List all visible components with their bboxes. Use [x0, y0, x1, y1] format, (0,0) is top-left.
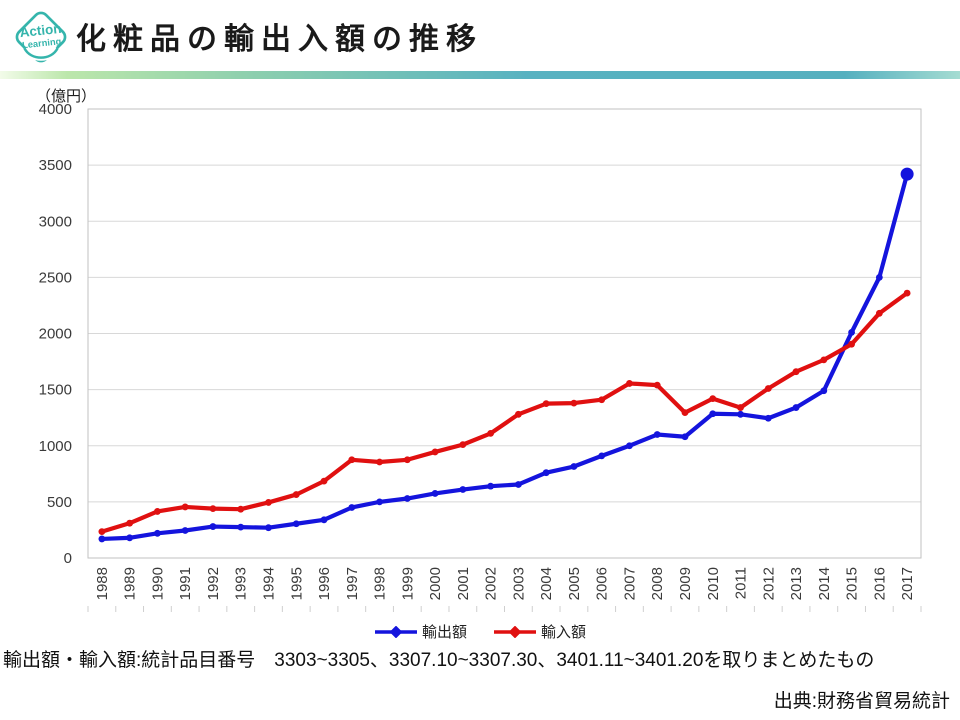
y-axis-unit-label: （億円）	[36, 88, 97, 105]
svg-text:0: 0	[64, 550, 72, 567]
page-title: 化粧品の輸出入額の推移	[76, 23, 483, 56]
svg-text:2000: 2000	[39, 326, 72, 343]
svg-text:2013: 2013	[788, 567, 805, 600]
svg-text:2003: 2003	[510, 567, 527, 600]
svg-text:2000: 2000	[427, 567, 444, 600]
svg-text:2009: 2009	[677, 567, 694, 600]
svg-text:2015: 2015	[844, 567, 861, 600]
svg-text:2010: 2010	[705, 567, 722, 600]
svg-text:4000: 4000	[39, 101, 72, 118]
svg-text:1993: 1993	[233, 567, 250, 600]
legend-marker-imports	[494, 625, 536, 638]
svg-text:1996: 1996	[316, 567, 333, 600]
svg-text:1994: 1994	[260, 567, 277, 600]
logo-smile-arc	[23, 47, 59, 59]
header-divider	[0, 71, 960, 79]
legend-label-imports: 輸入額	[541, 624, 587, 641]
svg-text:2012: 2012	[760, 567, 777, 600]
svg-text:2017: 2017	[899, 567, 916, 600]
svg-text:1988: 1988	[94, 567, 111, 600]
svg-text:2008: 2008	[649, 567, 666, 600]
legend-marker-exports	[374, 625, 417, 638]
logo-text-action: Action	[19, 21, 62, 40]
svg-text:2005: 2005	[566, 567, 583, 600]
svg-text:1995: 1995	[288, 567, 305, 600]
svg-text:1000: 1000	[39, 438, 72, 455]
svg-text:1989: 1989	[122, 567, 139, 600]
svg-text:500: 500	[47, 494, 72, 511]
svg-text:3000: 3000	[39, 213, 72, 230]
svg-text:3500: 3500	[39, 157, 72, 174]
svg-text:2004: 2004	[538, 567, 555, 600]
legend-item-imports: 輸入額	[493, 621, 586, 642]
svg-text:2007: 2007	[621, 567, 638, 600]
legend-label-exports: 輸出額	[421, 624, 467, 641]
legend-item-exports: 輸出額	[374, 621, 467, 642]
svg-text:2016: 2016	[871, 567, 888, 600]
svg-text:1999: 1999	[399, 567, 416, 600]
svg-text:2500: 2500	[39, 269, 72, 286]
svg-text:1997: 1997	[344, 567, 361, 600]
action-learning-logo: Action Learning	[15, 11, 67, 63]
svg-text:2001: 2001	[455, 567, 472, 600]
logo-text-learning: Learning	[22, 36, 62, 50]
statistics-codes-note: 輸出額・輸入額:統計品目番号 3303~3305、3307.10~3307.30…	[3, 650, 875, 671]
svg-text:1500: 1500	[39, 382, 72, 399]
svg-text:2006: 2006	[594, 567, 611, 600]
source-credit: 出典:財務省貿易統計	[773, 691, 950, 712]
svg-text:2014: 2014	[816, 567, 833, 600]
svg-text:1998: 1998	[372, 567, 389, 600]
legend: 輸出額 輸入額	[0, 621, 960, 642]
svg-text:1991: 1991	[177, 567, 194, 600]
svg-text:1990: 1990	[149, 567, 166, 600]
svg-text:2011: 2011	[733, 567, 750, 599]
svg-text:2002: 2002	[483, 567, 500, 600]
line-chart: 0 500 1000 1500 2000 2500 3000 3500 4000 1988 1989…	[39, 101, 922, 612]
svg-text:1992: 1992	[205, 567, 222, 600]
